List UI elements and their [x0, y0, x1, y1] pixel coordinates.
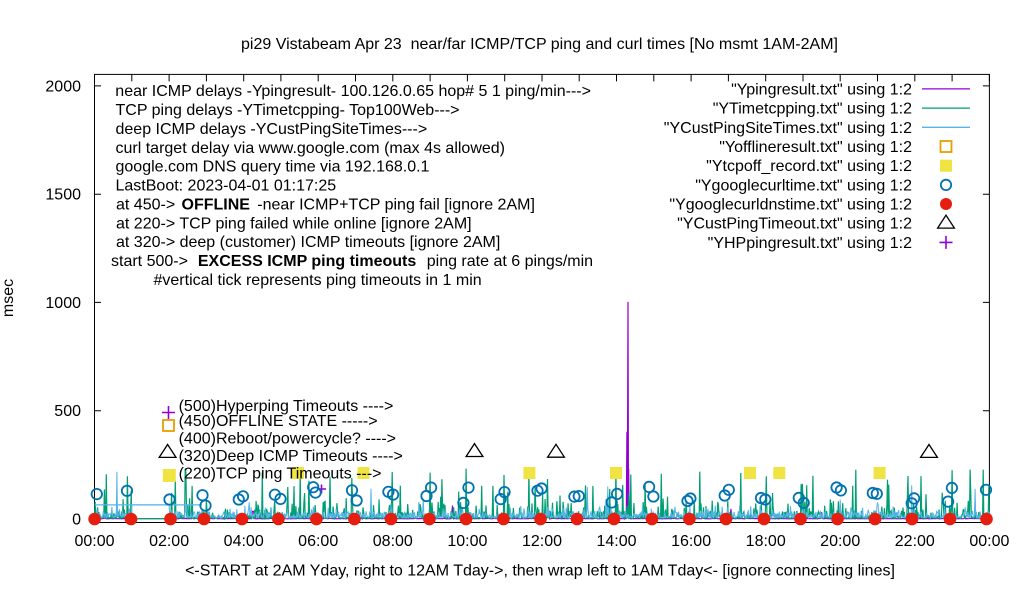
svg-text:(320)Deep ICMP Timeouts ---->: (320)Deep ICMP Timeouts ----> — [179, 448, 403, 465]
svg-text:08:00: 08:00 — [373, 533, 413, 550]
svg-text:0: 0 — [72, 512, 81, 529]
svg-text:00:00: 00:00 — [969, 533, 1009, 550]
svg-text:20:00: 20:00 — [820, 533, 860, 550]
svg-text:00:00: 00:00 — [74, 533, 114, 550]
svg-text:at 320-> deep (customer) ICMP: at 320-> deep (customer) ICMP timeouts [… — [116, 234, 500, 251]
svg-text:curl target delay via www.goog: curl target delay via www.google.com (ma… — [116, 140, 506, 157]
svg-text:pi29 Vistabeam Apr 23 near/fa: pi29 Vistabeam Apr 23 near/far ICMP/TCP … — [241, 36, 838, 53]
svg-text:"Ypingresult.txt" using 1:2: "Ypingresult.txt" using 1:2 — [731, 81, 912, 98]
svg-text:500: 500 — [54, 403, 81, 420]
svg-text:#vertical tick represents ping: #vertical tick represents ping timeouts … — [154, 272, 482, 289]
svg-text:(220)TCP ping Timeouts --->: (220)TCP ping Timeouts ---> — [179, 466, 382, 483]
svg-text:start 500-> EXCESS ICMP ping t: start 500-> EXCESS ICMP ping timeouts pi… — [111, 253, 593, 270]
svg-text:10:00: 10:00 — [447, 533, 487, 550]
svg-text:"YCustPingSiteTimes.txt" using: "YCustPingSiteTimes.txt" using 1:2 — [664, 120, 912, 137]
svg-text:at 450-> OFFLINE -near ICMP+TC: at 450-> OFFLINE -near ICMP+TCP ping fai… — [116, 196, 535, 213]
svg-text:"YCustPingTimeout.txt" using 1: "YCustPingTimeout.txt" using 1:2 — [677, 216, 912, 233]
svg-text:"YHPpingresult.txt" using 1:2: "YHPpingresult.txt" using 1:2 — [708, 235, 912, 252]
svg-text:deep ICMP delays -YCustPingSit: deep ICMP delays -YCustPingSiteTimes---> — [116, 121, 428, 138]
svg-text:04:00: 04:00 — [224, 533, 264, 550]
svg-text:"Yofflineresult.txt" using 1:2: "Yofflineresult.txt" using 1:2 — [719, 139, 912, 156]
svg-text:"Ygooglecurldnstime.txt" using: "Ygooglecurldnstime.txt" using 1:2 — [669, 197, 912, 214]
svg-text:1000: 1000 — [45, 295, 81, 312]
svg-text:18:00: 18:00 — [746, 533, 786, 550]
svg-text:"Ytcpoff_record.txt" using 1:2: "Ytcpoff_record.txt" using 1:2 — [706, 158, 912, 175]
svg-text:<-START at 2AM Yday, right to: <-START at 2AM Yday, right to 12AM Tday-… — [185, 563, 895, 580]
svg-text:16:00: 16:00 — [671, 533, 711, 550]
svg-text:12:00: 12:00 — [522, 533, 562, 550]
svg-text:"YTimetcpping.txt" using 1:2: "YTimetcpping.txt" using 1:2 — [713, 101, 912, 118]
svg-text:msec: msec — [0, 279, 17, 317]
svg-text:(500)Hyperping Timeouts ---->: (500)Hyperping Timeouts ----> — [179, 398, 394, 415]
svg-text:06:00: 06:00 — [298, 533, 338, 550]
svg-text:at 220-> TCP ping failed while: at 220-> TCP ping failed while online [i… — [116, 215, 472, 232]
svg-text:14:00: 14:00 — [596, 533, 636, 550]
svg-text:(450)OFFLINE STATE ----->: (450)OFFLINE STATE -----> — [179, 413, 378, 430]
svg-text:google.com DNS query time via: google.com DNS query time via 192.168.0.… — [116, 159, 430, 176]
svg-text:near ICMP delays -Ypingresult-: near ICMP delays -Ypingresult- 100.126.0… — [115, 83, 591, 100]
svg-text:1500: 1500 — [45, 187, 81, 204]
svg-text:TCP ping delays -YTimetcpping-: TCP ping delays -YTimetcpping- Top100Web… — [116, 102, 460, 119]
svg-text:"Ygooglecurltime.txt" using 1:: "Ygooglecurltime.txt" using 1:2 — [695, 177, 912, 194]
svg-text:22:00: 22:00 — [895, 533, 935, 550]
svg-text:02:00: 02:00 — [149, 533, 189, 550]
svg-text:(400)Reboot/powercycle? ---->: (400)Reboot/powercycle? ----> — [179, 430, 396, 447]
svg-text:2000: 2000 — [45, 78, 81, 95]
svg-text:LastBoot: 2023-04-01 01:17:25: LastBoot: 2023-04-01 01:17:25 — [116, 178, 337, 195]
